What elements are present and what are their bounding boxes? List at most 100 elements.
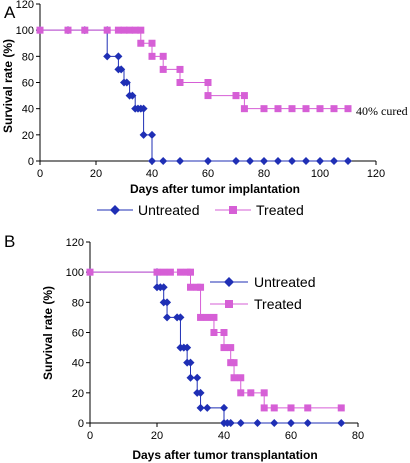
- x-tick-label: 120: [367, 168, 385, 180]
- data-point-treated: [260, 105, 268, 113]
- panel-a-legend-label-untreated: Untreated: [138, 202, 199, 218]
- x-tick-label: 0: [87, 430, 93, 442]
- data-point-untreated: [253, 419, 262, 427]
- series-line-untreated: [40, 29, 348, 162]
- data-point-treated: [187, 283, 194, 291]
- data-point-untreated: [274, 157, 282, 165]
- series-line-untreated: [90, 271, 342, 424]
- data-point-treated: [103, 26, 111, 34]
- data-point-untreated: [186, 373, 195, 382]
- y-tick-label: 20: [72, 388, 84, 400]
- panel-a: A 0 20 40 60 80 100 120 0 20 40 60 80 100 120 Days a…: [1, 0, 408, 218]
- x-tick-label: 100: [311, 168, 329, 180]
- data-point-treated: [197, 283, 205, 291]
- data-point-untreated: [302, 157, 310, 165]
- data-point-untreated: [183, 343, 192, 352]
- panel-a-legend-label-treated: Treated: [256, 202, 304, 218]
- data-point-untreated: [303, 419, 312, 427]
- x-tick-label: 0: [37, 168, 43, 180]
- data-point-treated: [210, 313, 218, 321]
- data-point-untreated: [220, 403, 228, 412]
- data-point-treated: [160, 268, 168, 276]
- data-point-treated: [153, 268, 161, 276]
- data-point-treated: [227, 344, 235, 352]
- panel-b-legend-treated: Treated: [210, 296, 302, 312]
- data-point-treated: [316, 105, 324, 113]
- panel-b-x-ticks: 0 20 40 60 80: [87, 423, 364, 442]
- data-point-treated: [176, 65, 184, 73]
- data-point-treated: [197, 313, 205, 321]
- data-point-treated: [86, 268, 94, 276]
- data-point-treated: [287, 404, 295, 412]
- panel-a-letter: A: [4, 3, 16, 22]
- data-point-treated: [230, 359, 238, 367]
- panel-a-y-ticks: 0 20 40 60 80 100 120: [16, 0, 40, 168]
- panel-b-letter: B: [4, 232, 15, 251]
- data-point-treated: [220, 344, 228, 352]
- data-point-treated: [240, 92, 248, 100]
- y-tick-label: 120: [16, 0, 34, 11]
- x-tick-label: 60: [202, 168, 214, 180]
- data-point-treated: [148, 52, 156, 60]
- y-tick-label: 120: [66, 237, 84, 249]
- data-point-untreated: [193, 373, 202, 382]
- panel-a-legend-treated: Treated: [215, 202, 304, 218]
- data-point-treated: [131, 26, 139, 34]
- y-tick-label: 80: [72, 297, 84, 309]
- data-point-treated: [304, 404, 312, 412]
- data-point-treated: [237, 389, 245, 397]
- data-point-treated: [260, 404, 268, 412]
- data-point-untreated: [117, 65, 126, 74]
- data-point-untreated: [226, 419, 235, 427]
- data-point-treated: [230, 374, 238, 382]
- data-point-treated: [210, 329, 218, 336]
- data-point-untreated: [148, 157, 156, 165]
- data-point-treated: [288, 105, 296, 113]
- data-point-untreated: [316, 157, 324, 165]
- legend-square-marker-icon: [225, 300, 233, 308]
- data-point-untreated: [139, 130, 148, 139]
- panel-b-plot: 0 20 40 60 80 0 20 40 60 80 100 120: [66, 237, 364, 442]
- panel-b-series: [86, 268, 346, 427]
- data-point-treated: [247, 389, 255, 397]
- y-tick-label: 0: [78, 418, 84, 430]
- data-point-treated: [302, 105, 310, 113]
- panel-a-series: [36, 26, 352, 165]
- legend-diamond-marker-icon: [110, 205, 120, 215]
- data-point-untreated: [270, 419, 279, 427]
- panel-a-x-ticks: 0 20 40 60 80 100 120: [37, 161, 385, 180]
- panel-a-plot: 0 20 40 60 80 100 120 0 20 40 60 80 100 120: [16, 0, 386, 180]
- data-point-untreated: [246, 157, 254, 165]
- data-point-treated: [64, 26, 72, 34]
- y-tick-label: 0: [28, 156, 34, 168]
- y-tick-label: 100: [66, 267, 84, 279]
- data-point-untreated: [103, 52, 112, 61]
- x-tick-label: 20: [151, 430, 163, 442]
- panel-a-y-axis-title: Survival rate (%): [1, 39, 15, 133]
- data-point-untreated: [287, 419, 295, 427]
- data-point-treated: [137, 39, 145, 47]
- panel-a-x-axis-title: Days after tumor implantation: [130, 182, 300, 196]
- data-point-untreated: [176, 157, 184, 165]
- x-tick-label: 80: [258, 168, 270, 180]
- x-tick-label: 80: [352, 430, 364, 442]
- y-tick-label: 20: [22, 130, 34, 142]
- data-point-treated: [204, 92, 212, 100]
- data-point-treated: [270, 404, 278, 412]
- panel-b-legend-label-untreated: Untreated: [254, 274, 315, 290]
- data-point-treated: [203, 313, 211, 321]
- data-point-treated: [120, 26, 128, 34]
- data-point-treated: [274, 105, 282, 113]
- data-point-treated: [126, 26, 134, 34]
- panel-b-legend: Untreated Treated: [210, 274, 315, 312]
- panel-a-legend-untreated: Untreated: [97, 202, 199, 218]
- data-point-treated: [36, 26, 44, 34]
- series-line-treated: [40, 29, 348, 110]
- panel-b-y-ticks: 0 20 40 60 80 100 120: [66, 237, 90, 430]
- legend-diamond-marker-icon: [224, 277, 234, 287]
- data-point-untreated: [163, 298, 172, 307]
- data-point-treated: [232, 92, 240, 100]
- data-point-treated: [240, 105, 248, 113]
- data-point-untreated: [204, 157, 212, 165]
- data-point-untreated: [344, 157, 352, 165]
